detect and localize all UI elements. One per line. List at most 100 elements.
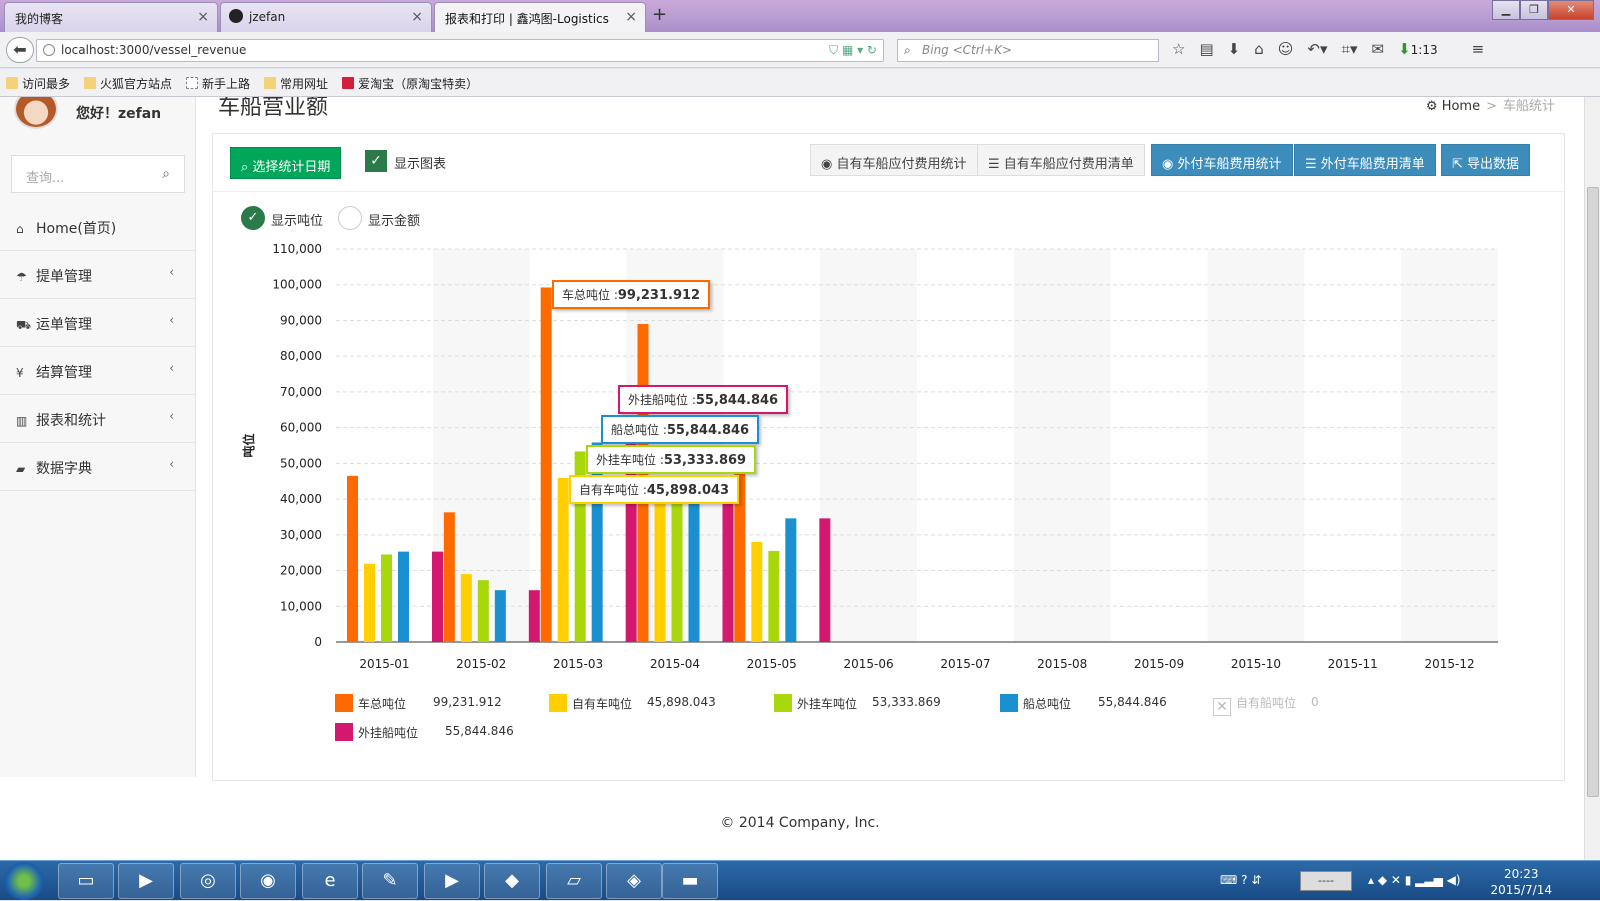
chart-bar bbox=[477, 580, 489, 642]
chat-icon[interactable]: ✉ bbox=[1371, 40, 1385, 58]
explorer-icon[interactable]: ▭ bbox=[58, 863, 114, 899]
keyboard-icon[interactable]: ⌨ ? ⇵ bbox=[1220, 873, 1262, 887]
chart-bar bbox=[557, 478, 569, 642]
scrollbar-thumb[interactable] bbox=[1587, 187, 1599, 797]
y-tick-label: 40,000 bbox=[280, 492, 322, 506]
reload-icon[interactable]: ⛉ ▦ ▾ ↻ bbox=[829, 43, 877, 57]
select-date-button[interactable]: ⌕ 选择统计日期 bbox=[230, 147, 342, 179]
close-icon[interactable]: × bbox=[197, 9, 209, 25]
legend-item[interactable]: 车总吨位 99,231.912 bbox=[335, 694, 502, 712]
sidebar-search-input[interactable]: 查询... ⌕ bbox=[11, 155, 185, 193]
search-icon[interactable]: ⌕ bbox=[162, 166, 170, 182]
list-icon: ☰ bbox=[1305, 157, 1321, 172]
editor-icon[interactable]: ▱ bbox=[546, 863, 602, 899]
breadcrumb-current: 车船统计 bbox=[1502, 99, 1555, 114]
bookmark-item[interactable]: 访问最多 bbox=[6, 75, 70, 96]
bookmark-item[interactable]: 爱淘宝（原淘宝特卖） bbox=[342, 75, 478, 96]
home-icon[interactable]: ⌂ bbox=[1254, 40, 1264, 58]
download-arrow-icon[interactable]: ⬇1:13 bbox=[1398, 40, 1438, 58]
notepad-icon[interactable]: ✎ bbox=[362, 863, 418, 899]
x-tick-label: 2015-08 bbox=[1037, 657, 1087, 671]
url-bar[interactable]: localhost:3000/vessel_revenue ⛉ ▦ ▾ ↻ bbox=[36, 39, 884, 62]
tray-icons[interactable]: ▴ ◆ ✕ ▮ ▂▃▅ ◀) bbox=[1368, 873, 1461, 887]
home-icon: ⌂ bbox=[16, 222, 24, 236]
clock[interactable]: 20:23 2015/7/14 bbox=[1490, 866, 1552, 898]
input-indicator[interactable]: ---- bbox=[1300, 871, 1352, 891]
minimize-button[interactable]: ▁ bbox=[1492, 0, 1520, 20]
star-icon[interactable]: ☆ bbox=[1172, 40, 1186, 58]
start-button[interactable] bbox=[4, 862, 44, 900]
ie-icon[interactable]: e bbox=[302, 863, 358, 899]
breadcrumb-home[interactable]: Home bbox=[1441, 99, 1481, 114]
close-icon[interactable]: × bbox=[625, 9, 637, 25]
legend-item[interactable]: ✕ 自有船吨位 0 bbox=[1213, 694, 1319, 716]
sidebar-item-bill[interactable]: ☂ 提单管理 ‹ bbox=[0, 251, 196, 299]
legend-swatch bbox=[774, 694, 792, 712]
own-vessel-list-button[interactable]: ☰ 自有车船应付费用清单 bbox=[977, 144, 1145, 176]
new-tab-button[interactable]: + bbox=[652, 4, 668, 25]
download-icon[interactable]: ⬇ bbox=[1227, 40, 1241, 58]
bookmark-item[interactable]: 新手上路 bbox=[186, 75, 250, 96]
tab-my-blog[interactable]: 我的博客 × bbox=[4, 2, 218, 32]
menu-icon[interactable]: ≡ bbox=[1471, 40, 1485, 58]
tab-jzefan[interactable]: jzefan × bbox=[220, 2, 432, 32]
legend-item[interactable]: 外挂车吨位 53,333.869 bbox=[774, 694, 941, 712]
yen-icon: ¥ bbox=[16, 366, 24, 380]
sidebar-item-settlement[interactable]: ¥ 结算管理 ‹ bbox=[0, 347, 196, 395]
x-tick-label: 2015-12 bbox=[1425, 657, 1475, 671]
footer-copyright: © 2014 Company, Inc. bbox=[720, 815, 880, 831]
external-list-button[interactable]: ☰ 外付车船费用清单 bbox=[1294, 144, 1436, 176]
legend-item[interactable]: 外挂船吨位 55,844.846 bbox=[335, 723, 514, 741]
chart-bar bbox=[625, 442, 637, 642]
taskbar: ▭ ▶ ◎ ◉ e ✎ ▶ ◆ ▱ ◈ ▬ ⌨ ? ⇵ ---- ▴ ◆ ✕ ▮… bbox=[0, 860, 1600, 900]
vertical-scrollbar[interactable] bbox=[1584, 97, 1600, 860]
bookmark-item[interactable]: 常用网址 bbox=[264, 75, 328, 96]
bar-chart: 0 10,000 20,000 30,000 40,000 50,000 60,000 70,… bbox=[241, 242, 1498, 671]
tab-report[interactable]: 报表和打印 | 鑫鸿图-Logistics × bbox=[434, 2, 646, 32]
media-player-icon[interactable]: ▶ bbox=[118, 863, 174, 899]
sidebar-item-waybill[interactable]: ⛟ 运单管理 ‹ bbox=[0, 299, 196, 347]
maximize-button[interactable]: ❐ bbox=[1520, 0, 1548, 20]
list-icon: ☰ bbox=[988, 157, 1004, 172]
bookmark-item[interactable]: 火狐官方站点 bbox=[84, 75, 172, 96]
reader-icon[interactable]: ▤ bbox=[1199, 40, 1214, 58]
breadcrumb-separator: > bbox=[1486, 99, 1497, 114]
firefox-icon[interactable]: ◉ bbox=[240, 863, 296, 899]
git-icon[interactable]: ◈ bbox=[606, 863, 662, 899]
play-icon[interactable]: ▶ bbox=[424, 863, 480, 899]
undo-icon[interactable]: ↶▾ bbox=[1307, 40, 1328, 58]
own-vessel-stats-button[interactable]: ◉ 自有车船应付费用统计 bbox=[810, 144, 978, 176]
tab-title: 报表和打印 | 鑫鸿图-Logistics bbox=[445, 12, 609, 26]
smiley-icon[interactable]: ☺ bbox=[1277, 40, 1294, 58]
back-button[interactable]: ⬅ bbox=[6, 37, 34, 63]
chart-legend: 车总吨位 99,231.912 自有车吨位 45,898.043 外挂车吨位 53,333… bbox=[213, 694, 1566, 764]
close-icon[interactable]: × bbox=[411, 9, 423, 25]
search-icon: ⌕ bbox=[904, 43, 911, 57]
system-tray: ⌨ ? ⇵ ---- ▴ ◆ ✕ ▮ ▂▃▅ ◀) 20:23 2015/7/14 bbox=[1220, 861, 1600, 901]
bookmark-label: 爱淘宝（原淘宝特卖） bbox=[358, 77, 479, 91]
close-window-button[interactable]: ✕ bbox=[1548, 0, 1594, 20]
show-tonnage-radio[interactable]: ✓ bbox=[241, 206, 265, 230]
sidebar-item-home[interactable]: ⌂ Home(首页) bbox=[0, 203, 196, 251]
chart-tooltip: 车总吨位 :99,231.912 bbox=[552, 280, 711, 309]
chrome-icon[interactable]: ◎ bbox=[180, 863, 236, 899]
plot-band bbox=[1207, 249, 1305, 642]
crop-icon[interactable]: ⌗▾ bbox=[1341, 40, 1358, 58]
eye-icon: ◉ bbox=[1162, 157, 1178, 172]
tooltip-value: 55,844.846 bbox=[695, 393, 779, 408]
avatar bbox=[14, 97, 58, 129]
show-amount-radio[interactable] bbox=[338, 206, 362, 230]
legend-item[interactable]: 船总吨位 55,844.846 bbox=[1000, 694, 1167, 712]
sidebar-item-dictionary[interactable]: ▰ 数据字典 ‹ bbox=[0, 443, 196, 491]
search-bar[interactable]: ⌕ Bing <Ctrl+K> bbox=[897, 39, 1159, 62]
tooltip-value: 53,333.869 bbox=[663, 453, 747, 468]
chart-tooltip: 船总吨位 :55,844.846 bbox=[601, 415, 760, 444]
sidebar-item-reports[interactable]: ▥ 报表和统计 ‹ bbox=[0, 395, 196, 443]
app-icon[interactable]: ◆ bbox=[484, 863, 540, 899]
terminal-icon[interactable]: ▬ bbox=[662, 863, 718, 899]
legend-value: 0 bbox=[1311, 695, 1319, 709]
external-stats-button[interactable]: ◉ 外付车船费用统计 bbox=[1151, 144, 1293, 176]
show-chart-checkbox[interactable]: ✓ bbox=[365, 150, 387, 172]
export-data-button[interactable]: ⇱ 导出数据 bbox=[1441, 144, 1531, 176]
legend-item[interactable]: 自有车吨位 45,898.043 bbox=[549, 694, 716, 712]
